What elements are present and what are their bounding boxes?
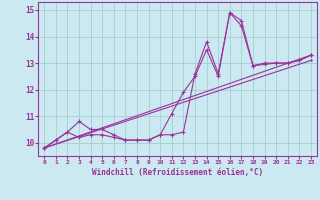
X-axis label: Windchill (Refroidissement éolien,°C): Windchill (Refroidissement éolien,°C) [92,168,263,177]
